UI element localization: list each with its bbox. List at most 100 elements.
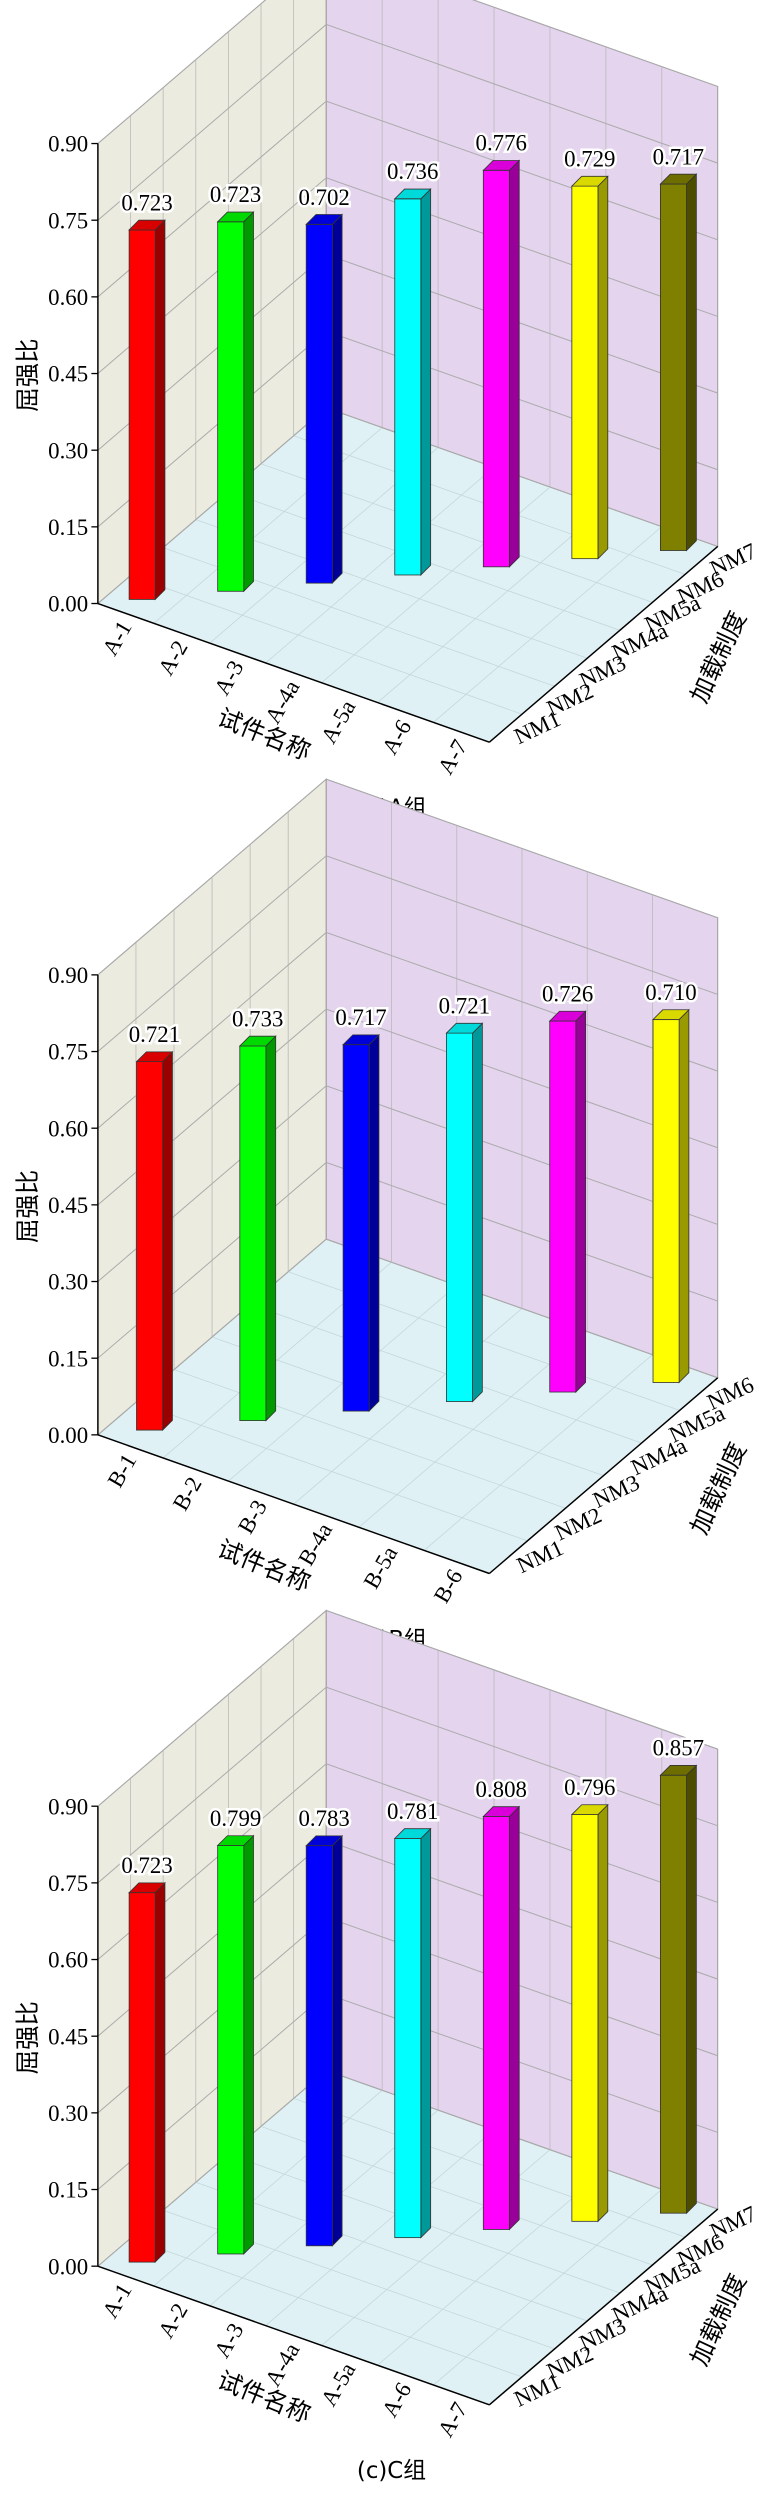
grid-line [97,1609,718,1807]
value-label: 0.781 [387,1799,438,1824]
z-axis-title: 加载制度 [684,1438,752,1539]
floor-grid [195,2181,588,2322]
bar-top [548,1010,587,1022]
value-label: 0.723 [121,1853,172,1878]
panel: 0.000.150.300.450.600.750.90A-1 A-2 A-3 A-4… [13,1609,760,2484]
x-tick-label: A-6 [377,716,416,759]
value-label: 0.710 [645,980,696,1005]
value-label: 0.776 [476,131,527,156]
bar-side [243,211,254,593]
bar-top [305,214,344,225]
grid-line [97,855,718,1052]
value-label: 0.723 [210,182,261,207]
bar-side [162,1050,173,1432]
axis-line [488,545,719,743]
bar [446,1032,473,1402]
bar-side [331,213,343,585]
grid-line [97,23,718,221]
bar-top [570,1804,609,1815]
value-label: 0.723 [121,190,172,215]
y-tick-label: 0.15 [48,515,88,540]
y-tick-label: 0.75 [48,208,88,233]
floor-grid [153,2089,383,2287]
x-tick-label: A-6 [377,2378,416,2421]
bar [571,1814,599,2222]
bar-top [393,188,432,200]
bar [342,1044,370,1412]
bar-side [597,175,609,560]
floor-grid [377,506,607,703]
panel: 0.00 0.15 0.30 0.45 0.60 0.75 0.90 B-1 B-2 B-3 B-4… [13,778,758,1653]
bar-side [420,1827,432,2239]
y-tick-label: 0.15 [48,2178,88,2203]
value-label: 0.717 [335,1005,386,1030]
x-tick-label: A-3 [209,656,248,699]
panel: 0.000.150.300.450.600.750.90A-1 A-2 A-3 A-4… [13,0,760,822]
floor-grid [265,2129,495,2326]
y-tick-label: 0.45 [48,362,88,387]
y-tick-label: 0.45 [48,2024,88,2049]
bar [239,1045,267,1421]
y-tick-label: 0.75 [48,1040,88,1065]
z-axis-title: 加载制度 [684,2269,752,2370]
bar-top [128,1882,166,1894]
x-tick-label: A-3 [209,2319,248,2362]
bar-side [575,1010,587,1394]
axis-line [97,2265,490,2406]
floor-grid [265,466,495,664]
x-tick-label: B-5a [359,1542,403,1593]
grid-line [97,0,718,144]
x-tick-label: B-6 [429,1565,468,1607]
bar-top [128,219,166,231]
bar-top [570,175,609,187]
bar [549,1020,577,1393]
bar-side [678,1008,690,1384]
x-tick-label: A-5a [316,696,360,748]
x-tick-label: B-1 [103,1449,142,1491]
axis-line [97,602,490,743]
floor-grid [377,2169,607,2366]
bar [305,1845,333,2247]
floor-grid [195,519,588,659]
bar [571,185,599,560]
bar-side [331,1834,343,2247]
bar-side [509,159,520,568]
floor-grid [130,575,523,715]
bar-side [472,1022,483,1403]
bar-top [659,173,698,185]
bar-side [154,219,166,601]
floor-grid [293,1308,523,1505]
bar-side [686,1764,697,2215]
value-label: 0.726 [542,981,593,1006]
x-tick-label: A-5a [316,2358,360,2410]
bar [652,1019,680,1383]
axis-line [97,1434,490,1575]
y-tick-label: 0.30 [48,438,88,463]
value-label: 0.721 [439,993,490,1018]
bar [394,1838,422,2239]
bar [482,1816,510,2230]
value-label: 0.729 [564,147,615,172]
bar-top [135,1051,174,1063]
floor-grid [433,2188,663,2386]
bar-top [393,1828,432,1839]
floor-grid [130,2237,523,2378]
x-tick-label: A-2 [153,636,192,679]
bar-top [651,1009,690,1020]
value-label: 0.857 [653,1736,704,1761]
y-tick-label: 0.00 [48,1423,88,1448]
y-axis-title: 屈强比 [13,338,42,411]
x-tick-label: A-7 [433,2398,472,2441]
grid-line [97,1008,718,1206]
y-tick-label: 0.75 [48,1871,88,1896]
bar-side [597,1803,609,2223]
floor-grid [423,1354,653,1551]
y-tick-label: 0.45 [48,1193,88,1218]
floor-grid [433,526,663,723]
x-tick-label: B-3 [233,1496,272,1538]
x-tick-label: A-1 [97,2279,136,2322]
bar [659,1774,687,2214]
y-tick-label: 0.00 [48,2254,88,2279]
value-label: 0.721 [129,1022,180,1047]
